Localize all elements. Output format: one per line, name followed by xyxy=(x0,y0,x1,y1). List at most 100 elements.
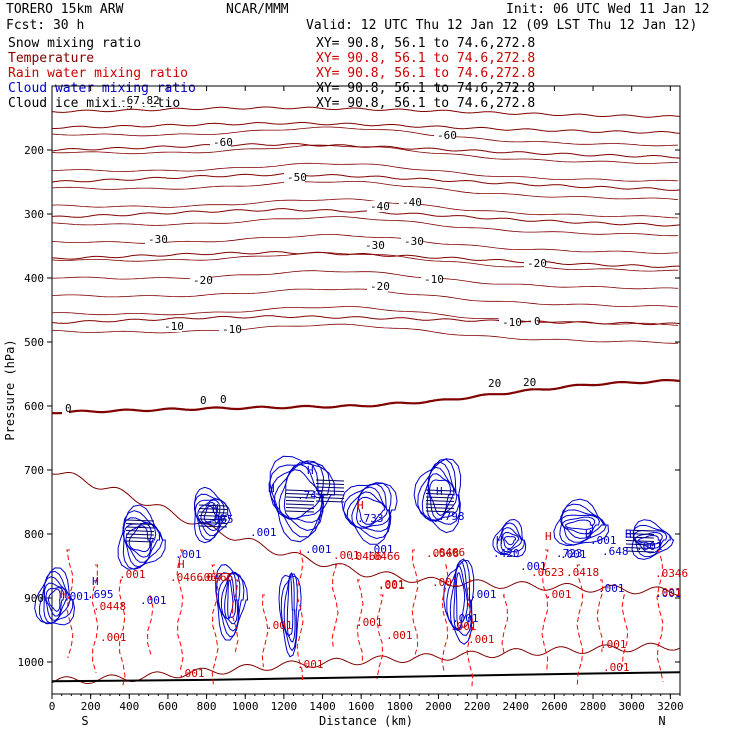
cloud-water-contour xyxy=(197,499,221,532)
surface-line xyxy=(51,671,681,683)
cloud-water-dense xyxy=(125,533,155,536)
isotherm-label-bg xyxy=(62,403,69,414)
isotherm-label-bg xyxy=(362,240,383,251)
isotherm-label-bg xyxy=(485,378,499,389)
rain-water-label: .001 xyxy=(297,658,324,671)
rain-water-label: .001 xyxy=(266,619,293,632)
isotherm-line xyxy=(51,106,681,118)
x-tick-label: 0 xyxy=(49,700,56,713)
y-tick-label: 1000 xyxy=(18,656,45,669)
plot-frame xyxy=(51,85,681,695)
isotherm-label-bg xyxy=(197,395,204,406)
isotherm-label: 0 xyxy=(65,402,72,415)
isotherm-line xyxy=(51,379,681,415)
cloud-water-dense xyxy=(315,479,345,482)
x-tick-label: 2000 xyxy=(425,700,452,713)
isotherm-label: -40 xyxy=(370,200,390,213)
cloud-water-dense xyxy=(315,486,345,489)
rain-water-label: .0466 xyxy=(349,550,382,563)
cloud-water-label: .001 xyxy=(175,548,202,561)
cloud-water-contour xyxy=(561,516,596,535)
isotherm-line-minor xyxy=(51,144,679,164)
cloud-water-dense xyxy=(125,519,155,522)
legend-entry-name: Temperature xyxy=(8,51,94,66)
cloud-water-label: .723 xyxy=(556,547,583,560)
cloud-water-label: .001 xyxy=(598,582,625,595)
cloud-water-contour xyxy=(128,525,151,553)
cloud-water-label: .001 xyxy=(520,560,547,573)
rain-water-contour xyxy=(441,564,449,674)
cloud-water-contour xyxy=(43,582,68,622)
cloud-water-dense xyxy=(425,500,455,502)
cloud-water-label: .733 xyxy=(357,512,384,525)
isotherm-label: 0 xyxy=(200,394,207,407)
rain-water-label: .0466 xyxy=(432,546,465,559)
rain-water-contour xyxy=(261,594,269,668)
extremum-marker: H xyxy=(357,499,364,512)
cloud-water-contour xyxy=(413,458,462,534)
isotherm-line-minor xyxy=(51,216,679,237)
isotherm-label-bg xyxy=(210,137,231,148)
y-tick-label: 900 xyxy=(24,592,44,605)
isotherm-line-minor xyxy=(52,270,679,290)
cloud-water-contour xyxy=(443,559,475,645)
rain-water-label: .001 xyxy=(545,588,572,601)
rain-water-label: .001 xyxy=(119,568,146,581)
isotherm-label: -40 xyxy=(402,196,422,209)
rain-water-contour xyxy=(501,594,509,656)
rain-water-label: .001 xyxy=(378,579,405,592)
plot-area xyxy=(51,85,681,695)
isotherm-line xyxy=(51,315,681,326)
cloud-water-dense xyxy=(198,504,228,507)
cloud-water-contour xyxy=(500,527,523,553)
rain-water-label: .0623 xyxy=(531,566,564,579)
cloud-water-contour xyxy=(194,498,225,537)
x-tick-label: 2200 xyxy=(464,700,491,713)
rain-water-label: .001 xyxy=(468,633,495,646)
cloud-water-contour xyxy=(34,567,76,626)
cloud-water-dense xyxy=(125,526,155,529)
rain-water-label: .001 xyxy=(333,549,360,562)
rain-water-contour xyxy=(411,549,419,659)
rain-water-contour xyxy=(376,594,384,680)
cloud-water-contour xyxy=(227,579,234,619)
cloud-water-contour xyxy=(45,586,65,617)
cloud-water-contour xyxy=(496,522,525,555)
isotherm-line-minor xyxy=(51,162,679,182)
isotherm-label-bg xyxy=(399,197,420,208)
x-tick-label: 1600 xyxy=(348,700,375,713)
cloud-water-dense xyxy=(425,489,455,492)
cloud-water-label: .001 xyxy=(63,590,90,603)
cloud-water-dense xyxy=(125,537,155,539)
cloud-water-dense xyxy=(425,507,455,509)
extremum-marker: H xyxy=(545,530,552,543)
isotherm-label: -30 xyxy=(148,233,168,246)
cloud-water-dense xyxy=(315,493,345,496)
cloud-water-dense xyxy=(425,496,455,499)
cloud-water-contour xyxy=(449,560,471,630)
isotherm-label-bg xyxy=(499,317,520,328)
isotherm-label-bg xyxy=(524,258,545,269)
cloud-water-dense xyxy=(285,503,315,506)
isotherm-label: -20 xyxy=(370,280,390,293)
south-label: S xyxy=(81,714,88,728)
legend-entry-xy: XY= 90.8, 56.1 to 74.6,272.8 xyxy=(316,66,535,81)
isotherm-line xyxy=(51,173,681,191)
rain-water-label: .0677 xyxy=(197,571,230,584)
isotherm-label-bg xyxy=(367,281,388,292)
isotherm-label-bg xyxy=(161,321,182,332)
cloud-water-dense xyxy=(285,496,315,499)
rain-water-contour xyxy=(176,549,184,671)
cloud-water-dense xyxy=(425,510,455,513)
isotherm-label-bg xyxy=(401,236,422,247)
isotherm-label: -10 xyxy=(424,273,444,286)
cloud-water-contour xyxy=(200,501,219,526)
cloud-water-dense xyxy=(198,511,228,514)
isotherm-label: -10 xyxy=(502,316,522,329)
cloud-water-contour xyxy=(455,571,466,631)
legend-entry-name: Cloud water mixing ratio xyxy=(8,81,196,96)
cloud-water-label: .798 xyxy=(438,510,465,523)
rain-water-label: .001 xyxy=(378,578,405,591)
cloud-water-contour xyxy=(342,482,392,540)
cloud-water-contour xyxy=(637,534,661,545)
